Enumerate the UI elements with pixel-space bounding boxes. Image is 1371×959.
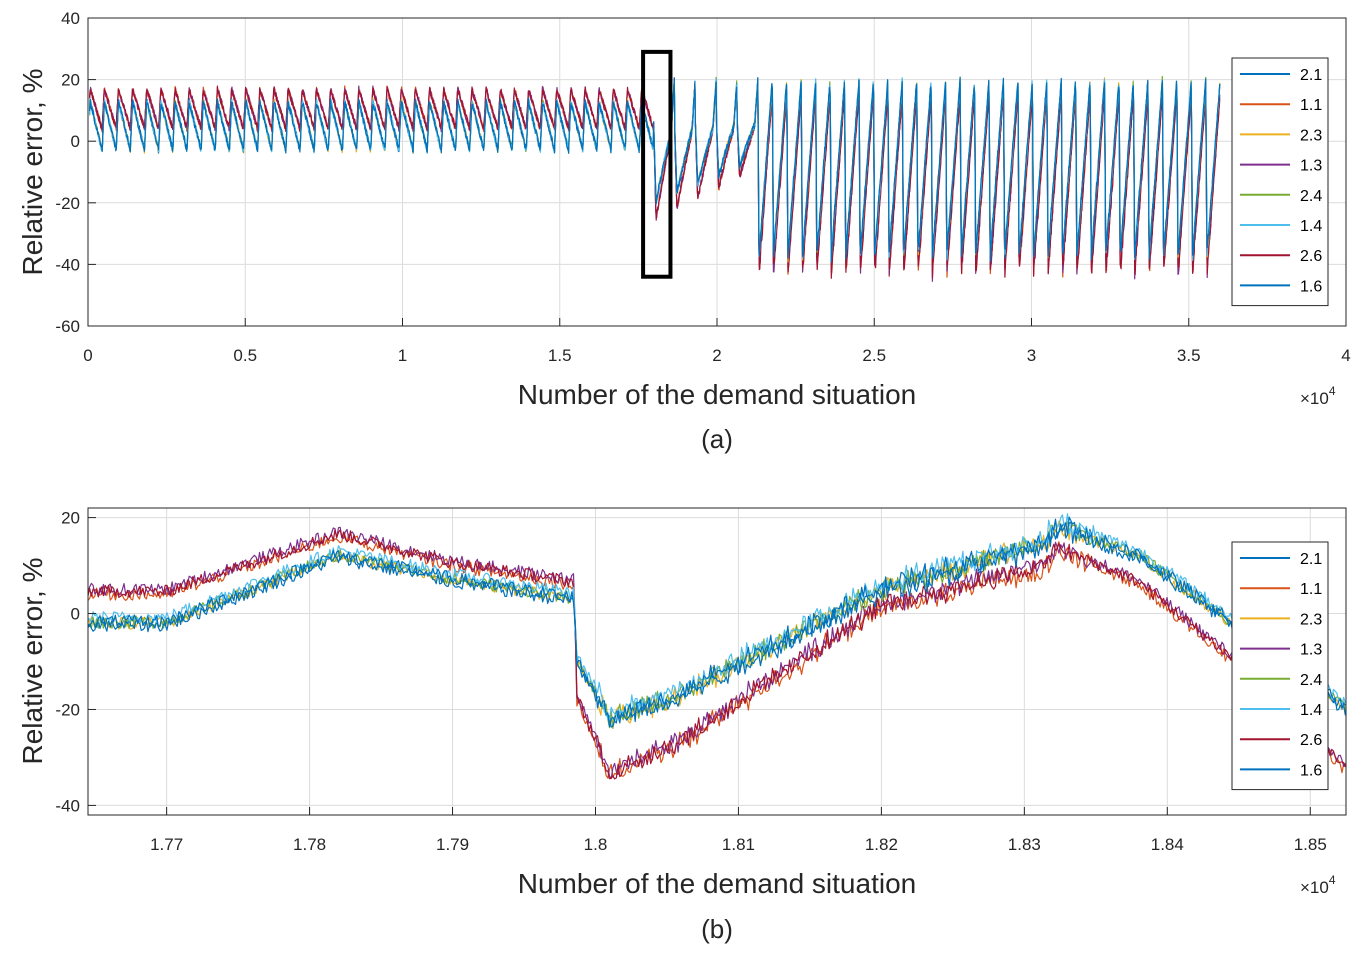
x-tick-label: 1.77: [150, 835, 183, 854]
legend-entry: 1.1: [1300, 581, 1322, 598]
chart-b-ticks: 1.77 1.78 1.79 1.8 1.81 1.82 1.83 1.84 1.85 20 0 -2…: [55, 509, 1326, 854]
legend-entry: 2.1: [1300, 551, 1322, 568]
y-tick-label: 20: [61, 71, 80, 90]
legend-entry: 2.3: [1300, 127, 1322, 144]
x-tick-label: 1.8: [584, 835, 608, 854]
chart-b-series: [87, 513, 1346, 780]
legend-box: [1231, 541, 1329, 791]
legend-entry: 1.3: [1300, 158, 1322, 175]
series-line-1-3: [87, 526, 1346, 780]
x-tick-label: 1.82: [865, 835, 898, 854]
chart-a-highlight-box: [641, 49, 673, 279]
x-tick-label: 1: [398, 346, 407, 365]
chart-b-x-axis-label: Number of the demand situation: [518, 868, 916, 899]
y-tick-label: -20: [55, 194, 80, 213]
chart-a-series: [89, 75, 1221, 282]
legend-box: [1231, 57, 1329, 307]
legend-entry: 1.4: [1300, 218, 1322, 235]
y-tick-label: 0: [71, 605, 80, 624]
chart-b-x-multiplier: ×104: [1300, 873, 1336, 897]
legend-entry: 2.4: [1300, 672, 1322, 689]
x-tick-label: 1.81: [722, 835, 755, 854]
legend-entry: 2.6: [1300, 248, 1322, 265]
x-tick-label: 1.85: [1294, 835, 1327, 854]
chart-b-grid: [88, 508, 1346, 815]
x-tick-label: 1.83: [1008, 835, 1041, 854]
y-tick-label: 0: [71, 132, 80, 151]
chart-b-plot-area: [88, 508, 1346, 815]
y-tick-label: 40: [61, 9, 80, 28]
y-tick-label: -40: [55, 796, 80, 815]
legend-entry: 2.4: [1300, 188, 1322, 205]
x-tick-label: 1.84: [1151, 835, 1184, 854]
y-tick-label: -40: [55, 255, 80, 274]
legend-entry: 1.3: [1300, 642, 1322, 659]
chart-b-y-axis-label: Relative error, %: [17, 558, 48, 765]
series-line-2-6: [87, 529, 1346, 780]
chart-a-x-multiplier: ×104: [1300, 384, 1336, 408]
series-line-2-1: [87, 521, 1346, 728]
x-tick-label: 2: [712, 346, 721, 365]
y-tick-label: 20: [61, 509, 80, 528]
y-tick-label: -60: [55, 317, 80, 336]
x-tick-label: 4: [1341, 346, 1350, 365]
legend-entry: 2.1: [1300, 67, 1322, 84]
x-tick-label: 1.79: [436, 835, 469, 854]
x-tick-label: 0.5: [233, 346, 257, 365]
series-line-1-6: [89, 76, 1221, 263]
chart-b: 1.77 1.78 1.79 1.8 1.81 1.82 1.83 1.84 1.85 20 0 -2…: [17, 507, 1347, 944]
chart-b-caption: (b): [701, 914, 733, 944]
legend-entry: 1.1: [1300, 97, 1322, 114]
legend-entry: 1.4: [1300, 702, 1322, 719]
legend-entry: 2.3: [1300, 611, 1322, 628]
series-line-1-6: [87, 516, 1346, 728]
series-line-1-1: [87, 531, 1346, 779]
chart-a-x-axis-label: Number of the demand situation: [518, 379, 916, 410]
legend-entry: 2.6: [1300, 732, 1322, 749]
legend-entry: 1.6: [1300, 278, 1322, 295]
x-tick-label: 2.5: [862, 346, 886, 365]
chart-a-y-axis-label: Relative error, %: [17, 69, 48, 276]
x-tick-label: 1.5: [548, 346, 572, 365]
x-tick-label: 3.5: [1177, 346, 1201, 365]
chart-a-legend: 2.1 1.1 2.3 1.3 2.4 1.4 2.6 1.6: [1231, 57, 1329, 307]
x-tick-label: 3: [1027, 346, 1036, 365]
legend-entry: 1.6: [1300, 762, 1322, 779]
x-tick-label: 0: [83, 346, 92, 365]
y-tick-label: -20: [55, 700, 80, 719]
chart-b-frame: [87, 507, 1347, 816]
chart-a-caption: (a): [701, 424, 733, 454]
chart-b-legend: 2.1 1.1 2.3 1.3 2.4 1.4 2.6 1.6: [1231, 541, 1329, 791]
chart-a-ticks: 0 0.5 1 1.5 2 2.5 3 3.5 4 40 20 0 -20 -40 -60: [55, 9, 1350, 365]
x-tick-label: 1.78: [293, 835, 326, 854]
chart-a: 0 0.5 1 1.5 2 2.5 3 3.5 4 40 20 0 -20 -40 -60 ×104 Num…: [17, 9, 1351, 454]
